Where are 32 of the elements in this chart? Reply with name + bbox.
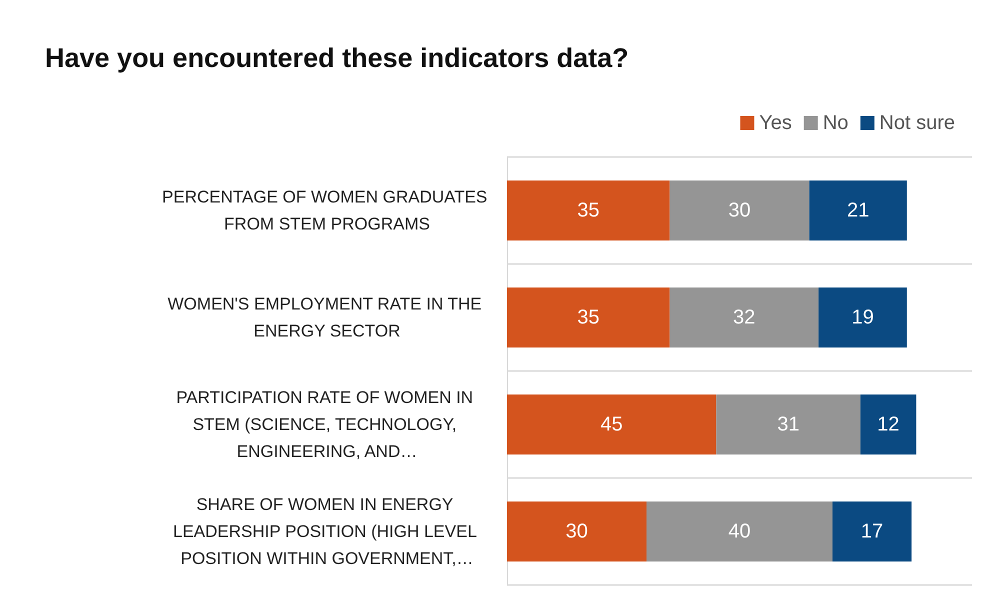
y-tick-label: WOMEN'S EMPLOYMENT RATE IN THE ENERGY SECTOR [168,294,486,340]
chart-title: Have you encountered these indicators data? [45,43,629,73]
data-label: 21 [846,200,870,222]
data-label: 32 [733,306,756,328]
data-label: 17 [860,520,884,542]
data-label: 40 [728,520,751,542]
bar [818,288,907,348]
y-tick-label: PARTICIPATION RATE OF WOMEN IN STEM (SCIENCE, TECHNOLOGY, ENGINEERING, AND… [176,388,478,461]
data-label: 35 [577,306,600,328]
data-label: 30 [566,520,588,542]
bar [507,288,670,348]
data-label: 35 [577,200,600,222]
bar [670,288,819,348]
bar [670,180,810,240]
data-label: 31 [777,414,800,436]
legend-label: Not sure [879,112,956,134]
y-tick-label: SHARE OF WOMEN IN ENERGY LEADERSHIP POSITION (HIGH LEVEL POSITION WITHIN GOVERNMENT,… [173,495,481,568]
legend-label: No [822,112,848,134]
bar [832,502,912,562]
data-label: 19 [852,306,874,328]
bar [716,394,860,454]
bar [507,180,670,240]
bar [507,394,716,454]
bar [507,502,646,562]
data-label: 12 [877,414,900,436]
data-label: 30 [728,200,751,222]
y-tick-label: PERCENTAGE OF WOMEN GRADUATES FROM STEM PROGRAMS [162,188,492,234]
bar [860,394,916,454]
legend-label: Yes [759,112,792,134]
bar [646,502,832,562]
data-label: 45 [600,414,623,436]
bar [809,180,907,240]
